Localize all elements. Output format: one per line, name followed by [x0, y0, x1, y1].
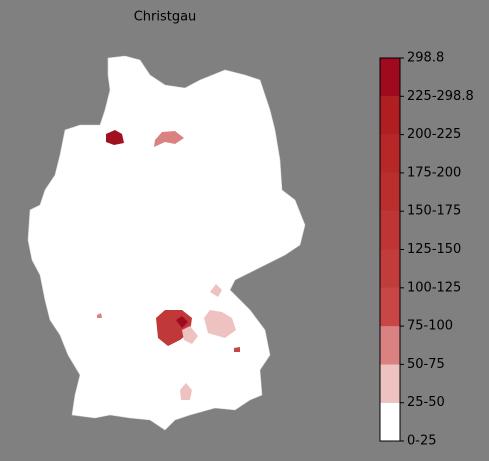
region [180, 383, 192, 400]
germany-map [27, 55, 306, 431]
colorbar-label: 125-150 [407, 242, 461, 257]
colorbar-segment [380, 287, 400, 327]
colorbar-segment [380, 172, 400, 212]
colorbar-segment [380, 402, 400, 441]
region [154, 131, 184, 147]
colorbar-segment [380, 249, 400, 288]
country-shape [27, 55, 306, 431]
colorbar-segment [380, 326, 400, 365]
colorbar-segment [380, 96, 400, 135]
region [204, 310, 236, 338]
colorbar-label: 100-125 [407, 280, 461, 295]
region [182, 326, 198, 344]
colorbar-segment [380, 134, 400, 173]
colorbar-label: 175-200 [407, 165, 461, 180]
map-title: Christgau [134, 10, 197, 25]
region [176, 316, 188, 328]
region [106, 130, 124, 145]
colorbar-segment [380, 211, 400, 250]
colorbar-segment [380, 58, 400, 97]
region [97, 313, 102, 318]
colorbar-segment [380, 364, 400, 403]
colorbar-label: 298.8 [407, 51, 444, 66]
colorbar-label: 50-75 [407, 357, 445, 372]
colorbar-label: 0-25 [407, 434, 437, 449]
colorbar-label: 75-100 [407, 319, 453, 334]
colorbar: 0-25 25-50 50-75 75-100 100-125 125-150 150-17… [379, 51, 474, 449]
colorbar-label: 225-298.8 [407, 89, 474, 104]
region [210, 284, 222, 297]
colorbar-label: 150-175 [407, 204, 461, 219]
region [234, 347, 240, 352]
colorbar-label: 25-50 [407, 395, 445, 410]
colorbar-label: 200-225 [407, 127, 461, 142]
